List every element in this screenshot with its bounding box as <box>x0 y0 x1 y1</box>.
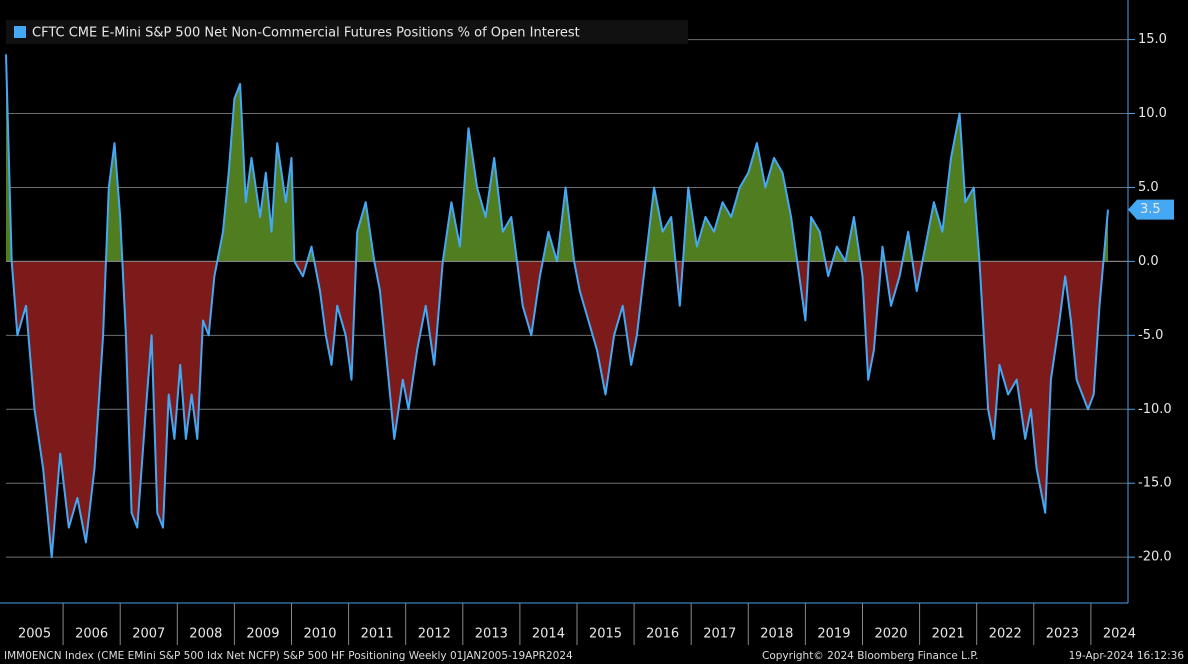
footer-right: 19-Apr-2024 16:12:36 <box>1069 650 1185 662</box>
x-tick-label: 2007 <box>132 627 165 642</box>
y-tick-label: -20.0 <box>1138 550 1172 565</box>
y-tick-label: 15.0 <box>1138 32 1167 47</box>
y-tick-label: 10.0 <box>1138 106 1167 121</box>
last-value-badge <box>1128 199 1174 220</box>
x-tick-label: 2022 <box>989 627 1022 642</box>
x-tick-label: 2024 <box>1103 627 1136 642</box>
x-tick-label: 2023 <box>1046 627 1079 642</box>
x-tick-label: 2009 <box>246 627 279 642</box>
y-tick-label: 0.0 <box>1138 254 1159 269</box>
x-tick-label: 2012 <box>418 627 451 642</box>
y-tick-label: -5.0 <box>1138 328 1163 343</box>
y-tick-label: 5.0 <box>1138 180 1159 195</box>
last-value-label: 3.5 <box>1140 202 1161 217</box>
x-tick-label: 2015 <box>589 627 622 642</box>
y-tick-label: -15.0 <box>1138 476 1172 491</box>
x-tick-label: 2016 <box>646 627 679 642</box>
legend-box <box>6 20 688 44</box>
x-tick-label: 2018 <box>760 627 793 642</box>
x-tick-label: 2008 <box>189 627 222 642</box>
x-tick-label: 2019 <box>817 627 850 642</box>
footer-middle: Copyright© 2024 Bloomberg Finance L.P. <box>762 650 978 662</box>
x-tick-label: 2021 <box>932 627 965 642</box>
legend-swatch <box>14 26 26 38</box>
x-tick-label: 2011 <box>361 627 394 642</box>
footer-left: IMM0ENCN Index (CME EMini S&P 500 Idx Ne… <box>4 650 573 662</box>
legend-label: CFTC CME E-Mini S&P 500 Net Non-Commerci… <box>32 26 580 41</box>
x-tick-label: 2010 <box>303 627 336 642</box>
x-tick-label: 2014 <box>532 627 565 642</box>
y-tick-label: -10.0 <box>1138 402 1172 417</box>
x-tick-label: 2005 <box>18 627 51 642</box>
x-tick-label: 2017 <box>703 627 736 642</box>
negative-area <box>6 261 1108 558</box>
x-tick-label: 2013 <box>475 627 508 642</box>
x-tick-label: 2006 <box>75 627 108 642</box>
line <box>5 54 1109 559</box>
positive-area <box>6 54 1108 262</box>
x-tick-label: 2020 <box>874 627 907 642</box>
